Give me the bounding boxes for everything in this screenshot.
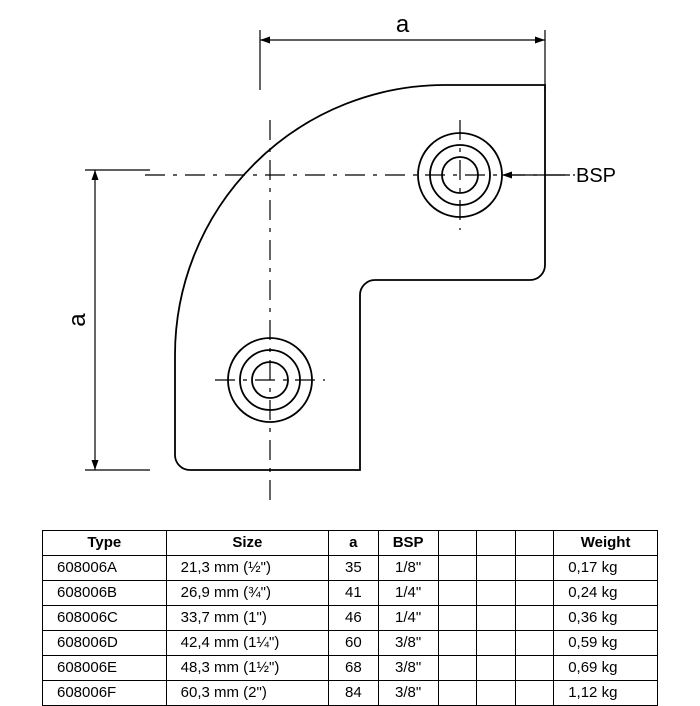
cell bbox=[477, 631, 516, 656]
col-bsp: BSP bbox=[378, 531, 438, 556]
cell: 3/8" bbox=[378, 681, 438, 706]
cell: 84 bbox=[329, 681, 379, 706]
elbow-diagram: a a BSP bbox=[0, 0, 700, 520]
table-row: 608006B26,9 mm (¾")411/4" 0,24 kg bbox=[43, 581, 658, 606]
col-type: Type bbox=[43, 531, 167, 556]
cell: 608006F bbox=[43, 681, 167, 706]
cell bbox=[477, 681, 516, 706]
cell: 60 bbox=[329, 631, 379, 656]
col-empty2 bbox=[477, 531, 516, 556]
cell: 0,59 kg bbox=[554, 631, 658, 656]
svg-text:a: a bbox=[64, 313, 91, 327]
cell bbox=[477, 581, 516, 606]
cell: 1,12 kg bbox=[554, 681, 658, 706]
cell: 1/4" bbox=[378, 581, 438, 606]
cell bbox=[438, 556, 477, 581]
cell: 608006D bbox=[43, 631, 167, 656]
col-empty3 bbox=[515, 531, 554, 556]
svg-text:BSP: BSP bbox=[576, 165, 616, 187]
cell: 0,17 kg bbox=[554, 556, 658, 581]
table-row: 608006D42,4 mm (1¼")603/8" 0,59 kg bbox=[43, 631, 658, 656]
cell bbox=[438, 606, 477, 631]
cell: 3/8" bbox=[378, 631, 438, 656]
cell: 46 bbox=[329, 606, 379, 631]
cell: 48,3 mm (1½") bbox=[166, 656, 328, 681]
col-size: Size bbox=[166, 531, 328, 556]
cell bbox=[515, 556, 554, 581]
cell bbox=[515, 606, 554, 631]
table-row: 608006A21,3 mm (½")351/8" 0,17 kg bbox=[43, 556, 658, 581]
cell: 0,69 kg bbox=[554, 656, 658, 681]
cell: 60,3 mm (2") bbox=[166, 681, 328, 706]
cell bbox=[477, 606, 516, 631]
cell bbox=[515, 656, 554, 681]
cell: 3/8" bbox=[378, 656, 438, 681]
spec-table: Type Size a BSP Weight 608006A21,3 mm (½… bbox=[42, 530, 658, 706]
col-a: a bbox=[329, 531, 379, 556]
cell: 1/8" bbox=[378, 556, 438, 581]
cell: 608006B bbox=[43, 581, 167, 606]
table-row: 608006E48,3 mm (1½")683/8" 0,69 kg bbox=[43, 656, 658, 681]
cell: 26,9 mm (¾") bbox=[166, 581, 328, 606]
table-row: 608006C33,7 mm (1")461/4" 0,36 kg bbox=[43, 606, 658, 631]
cell: 41 bbox=[329, 581, 379, 606]
cell bbox=[438, 656, 477, 681]
table-row: 608006F60,3 mm (2")843/8" 1,12 kg bbox=[43, 681, 658, 706]
cell bbox=[515, 681, 554, 706]
table-header-row: Type Size a BSP Weight bbox=[43, 531, 658, 556]
col-weight: Weight bbox=[554, 531, 658, 556]
svg-text:a: a bbox=[396, 11, 410, 38]
cell: 0,36 kg bbox=[554, 606, 658, 631]
cell: 608006C bbox=[43, 606, 167, 631]
cell bbox=[515, 631, 554, 656]
cell: 0,24 kg bbox=[554, 581, 658, 606]
cell: 21,3 mm (½") bbox=[166, 556, 328, 581]
cell: 608006A bbox=[43, 556, 167, 581]
cell: 1/4" bbox=[378, 606, 438, 631]
cell: 35 bbox=[329, 556, 379, 581]
cell bbox=[477, 656, 516, 681]
cell: 42,4 mm (1¼") bbox=[166, 631, 328, 656]
cell bbox=[438, 681, 477, 706]
cell: 33,7 mm (1") bbox=[166, 606, 328, 631]
cell bbox=[477, 556, 516, 581]
cell: 68 bbox=[329, 656, 379, 681]
cell bbox=[515, 581, 554, 606]
cell bbox=[438, 631, 477, 656]
cell bbox=[438, 581, 477, 606]
col-empty1 bbox=[438, 531, 477, 556]
cell: 608006E bbox=[43, 656, 167, 681]
